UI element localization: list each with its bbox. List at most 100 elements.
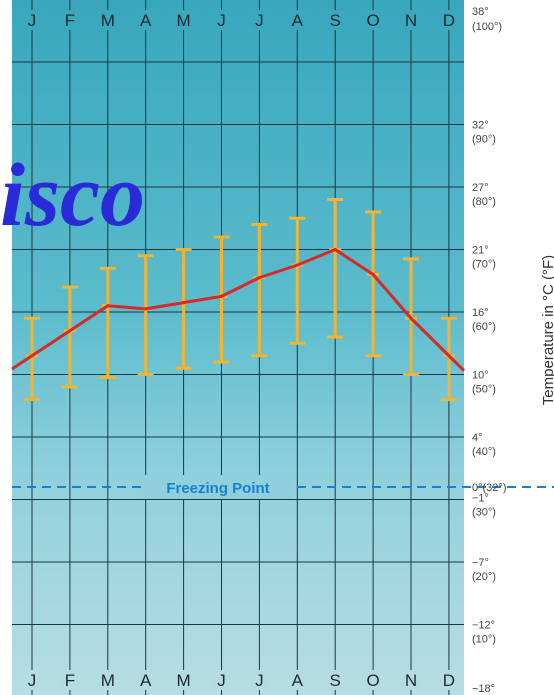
y-tick-fahrenheit: (10°) xyxy=(472,634,496,646)
month-label: S xyxy=(330,671,341,690)
month-label-bg xyxy=(326,670,345,690)
y-tick: 0°(32°) xyxy=(472,482,506,494)
y-tick: −12° (10°) xyxy=(472,620,496,646)
range-bar xyxy=(251,223,268,358)
month-label: J xyxy=(255,671,264,690)
month-label-bg xyxy=(326,10,345,30)
month-label-bg xyxy=(60,670,79,690)
y-tick-celsius: −18° xyxy=(472,683,495,695)
month-label-bg xyxy=(98,10,117,30)
month-label-bg xyxy=(23,670,41,690)
month-label: D xyxy=(443,671,455,690)
month-label: O xyxy=(366,671,379,690)
month-label: M xyxy=(177,671,191,690)
data-point xyxy=(409,316,413,320)
month-label-bg xyxy=(136,670,155,690)
month-label-bg xyxy=(212,670,231,690)
month-label: A xyxy=(140,11,152,30)
y-tick-fahrenheit: (40°) xyxy=(472,446,496,458)
y-tick: −18° xyxy=(472,683,495,695)
month-label-bg xyxy=(250,670,269,690)
y-axis-ticks: 38° (100°) 32° (90°) 27° (80°) 21° (70°) 16° (60°… xyxy=(472,6,506,695)
data-point xyxy=(295,263,299,267)
month-label-bg xyxy=(174,670,193,690)
month-label-bg xyxy=(136,10,155,30)
month-label-bg xyxy=(60,10,79,30)
month-label: S xyxy=(330,11,341,30)
freezing-line-group: Freezing Point xyxy=(12,475,554,499)
y-tick-fahrenheit: (50°) xyxy=(472,384,496,396)
data-point xyxy=(106,304,110,308)
data-point xyxy=(220,294,223,298)
month-label-bg xyxy=(402,10,420,30)
data-point xyxy=(182,301,186,305)
y-tick: 16° (60°) xyxy=(472,307,496,333)
month-label: A xyxy=(292,671,304,690)
mean-temperature-line xyxy=(11,248,466,372)
month-label: A xyxy=(292,11,304,30)
data-point xyxy=(371,273,375,276)
month-label: O xyxy=(366,11,379,30)
month-label-bg xyxy=(439,10,458,30)
data-point xyxy=(30,354,34,358)
month-label: A xyxy=(140,671,152,690)
month-label-bg xyxy=(288,10,307,30)
y-tick-fahrenheit: (20°) xyxy=(472,571,496,583)
y-tick-celsius: 4° xyxy=(472,432,483,444)
month-label: D xyxy=(443,11,455,30)
month-label: J xyxy=(217,11,226,30)
month-label: N xyxy=(405,671,417,690)
y-tick: 32° (90°) xyxy=(472,120,496,146)
month-label: M xyxy=(101,11,115,30)
month-label-bg xyxy=(250,10,269,30)
month-label: J xyxy=(28,11,37,30)
month-label-bg xyxy=(98,670,117,690)
month-label-bg xyxy=(439,670,458,690)
series-mean-temperature xyxy=(11,248,466,372)
month-label-bg xyxy=(364,10,383,30)
y-tick-fahrenheit: (100°) xyxy=(472,21,502,33)
range-bar xyxy=(61,285,78,389)
plot-background xyxy=(12,0,464,695)
month-label-bg xyxy=(288,670,307,690)
y-tick: 38° (100°) xyxy=(472,6,502,33)
data-point xyxy=(144,307,148,311)
month-label: F xyxy=(65,11,75,30)
y-tick-celsius: −1° xyxy=(472,493,489,505)
y-tick-celsius: 10° xyxy=(472,370,489,382)
y-tick-celsius: −7° xyxy=(472,557,489,569)
y-tick-fahrenheit: (70°) xyxy=(472,259,496,271)
y-tick-fahrenheit: (80°) xyxy=(472,196,496,208)
data-point xyxy=(447,354,451,358)
month-label-bg xyxy=(212,10,231,30)
y-tick: −1° (30°) xyxy=(472,493,496,519)
month-label-bg xyxy=(23,10,41,30)
month-label: M xyxy=(177,11,191,30)
data-point xyxy=(68,329,72,333)
y-tick-celsius: 38° xyxy=(472,6,489,18)
y-tick: −7° (20°) xyxy=(472,557,496,583)
y-tick: 4° (40°) xyxy=(472,432,496,458)
y-tick-celsius: 27° xyxy=(472,182,489,194)
month-label: J xyxy=(28,671,37,690)
month-label: J xyxy=(217,671,226,690)
month-label-bg xyxy=(174,10,193,30)
y-tick-celsius: 16° xyxy=(472,307,489,319)
freezing-label-bg xyxy=(143,475,293,499)
y-tick: 27° (80°) xyxy=(472,182,496,208)
y-tick-celsius: −12° xyxy=(472,620,495,632)
month-label-bg xyxy=(364,670,383,690)
y-axis-label: Temperature in °C (°F) xyxy=(540,255,554,405)
watermark: isco xyxy=(0,146,145,245)
month-label-bg xyxy=(402,670,420,690)
y-tick: 10° (50°) xyxy=(472,370,496,396)
y-tick-fahrenheit: (60°) xyxy=(472,321,496,333)
month-label: J xyxy=(255,11,264,30)
y-tick: 21° (70°) xyxy=(472,245,496,271)
month-label: F xyxy=(65,671,75,690)
data-point xyxy=(333,248,337,251)
data-point xyxy=(257,276,261,280)
